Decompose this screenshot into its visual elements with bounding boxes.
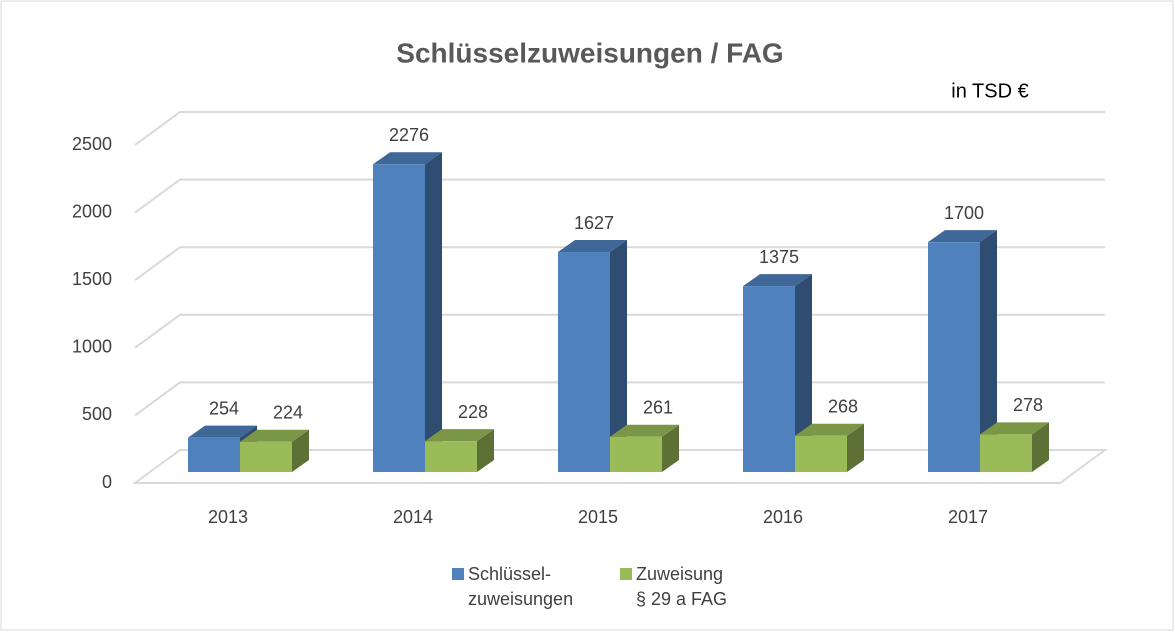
y-tick-label: 1500 [72,269,112,289]
bar-top [980,422,1049,435]
y-tick-label: 2000 [72,201,112,221]
floor [131,449,1109,484]
legend-swatch [452,568,464,580]
bar [928,242,980,472]
bar-side [662,424,679,472]
bar-side [847,423,864,472]
bar-top [240,429,309,442]
bar-side [980,230,997,472]
legend-item: Zuweisung § 29 a FAG [620,562,728,612]
value-label: 254 [209,398,239,418]
value-label: 261 [643,397,673,417]
value-label: 1627 [574,213,614,233]
legend-label: Schlüssel- zuweisungen [468,564,574,609]
value-label: 278 [1013,395,1043,415]
x-tick-label: 2017 [948,507,988,527]
value-label: 1375 [759,247,799,267]
bar-side [477,429,494,472]
bar-side [425,152,442,473]
chart-title: Schlüsselzuweisungen / FAG [396,37,783,68]
unit-label: in TSD € [951,80,1028,102]
bar-top [743,274,812,287]
value-label: 268 [828,397,858,417]
y-tick-label: 1000 [72,337,112,357]
bar-side [292,429,309,472]
value-label: 224 [273,402,303,422]
value-label: 1700 [944,203,984,223]
bar-side [610,240,627,472]
bar-top [795,423,864,436]
bar [240,441,292,472]
x-tick-label: 2013 [208,507,248,527]
legend-label: Zuweisung § 29 a FAG [636,564,728,609]
bar-top [610,424,679,437]
x-tick-label: 2014 [393,507,433,527]
bar [425,441,477,472]
legend-swatch [620,568,632,580]
y-tick-label: 0 [102,472,112,492]
x-tick-label: 2016 [763,507,803,527]
bar-side [795,274,812,472]
value-label: 228 [458,402,488,422]
legend-item: Schlüssel- zuweisungen [452,562,574,612]
x-tick-label: 2015 [578,507,618,527]
bar-top [928,230,997,243]
bar [743,286,795,472]
bar [558,252,610,472]
bar-top [373,152,442,165]
bar [610,436,662,472]
bar [373,164,425,473]
y-tick-label: 2500 [72,134,112,154]
bar [795,435,847,472]
grid-line [134,246,1105,282]
bar-side [1032,422,1049,472]
bar [980,434,1032,472]
bar-top [558,240,627,253]
y-tick-label: 500 [82,404,112,424]
bar-top [188,425,257,438]
bar [188,437,240,472]
bar-top [425,429,494,442]
grid-line [134,178,1105,214]
grid-line [134,111,1105,146]
value-label: 2276 [389,125,429,145]
